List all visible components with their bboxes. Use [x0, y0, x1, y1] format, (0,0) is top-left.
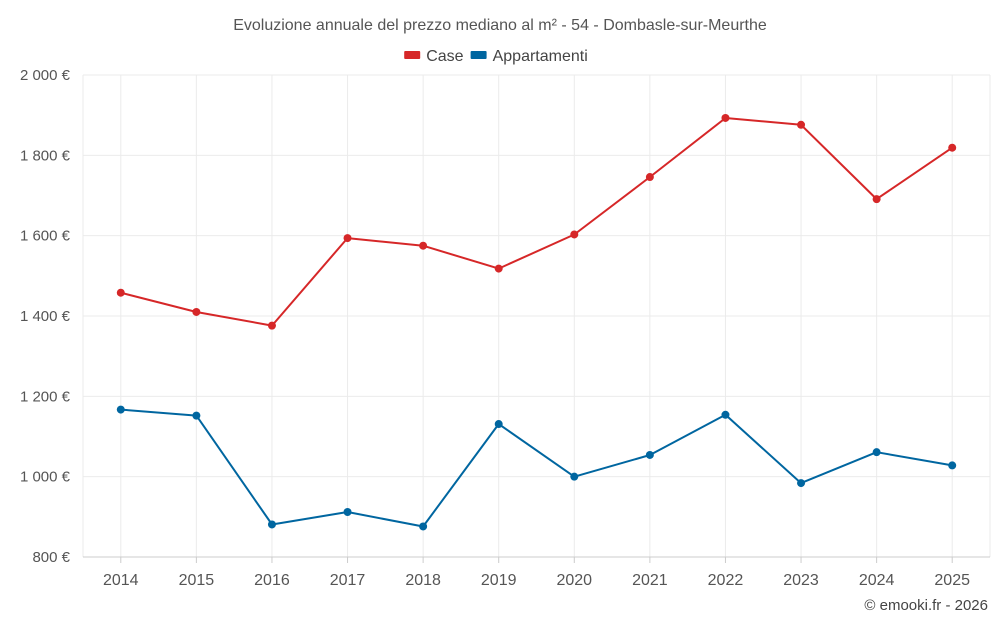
x-tick-label: 2014: [103, 572, 139, 589]
y-tick-label: 1 000 €: [20, 469, 71, 486]
y-tick-label: 2 000 €: [20, 67, 71, 84]
x-tick-label: 2023: [783, 572, 819, 589]
data-point[interactable]: [797, 479, 806, 488]
x-tick-label: 2018: [405, 572, 441, 589]
data-point[interactable]: [494, 264, 503, 273]
data-point[interactable]: [721, 410, 730, 419]
data-point[interactable]: [721, 113, 730, 122]
x-tick-label: 2020: [556, 572, 592, 589]
legend-item-appartamenti[interactable]: Appartamenti: [470, 48, 588, 65]
x-tick-label: 2017: [330, 572, 366, 589]
data-point[interactable]: [116, 405, 125, 414]
y-tick-label: 1 200 €: [20, 388, 71, 405]
x-tick-label: 2015: [179, 572, 215, 589]
chart-title: Evoluzione annuale del prezzo mediano al…: [233, 17, 767, 34]
series-line: [120, 117, 953, 327]
data-point[interactable]: [948, 461, 957, 470]
y-tick-label: 1 600 €: [20, 228, 71, 245]
credit-text: © emooki.fr - 2026: [864, 597, 988, 614]
legend-item-case[interactable]: Case: [404, 48, 464, 65]
series-line: [120, 408, 953, 528]
data-point[interactable]: [116, 288, 125, 297]
data-point[interactable]: [343, 508, 352, 517]
y-tick-label: 1 400 €: [20, 308, 71, 325]
data-point[interactable]: [494, 420, 503, 429]
x-tick-label: 2022: [708, 572, 744, 589]
x-tick-label: 2024: [859, 572, 895, 589]
legend-swatch: [404, 51, 421, 59]
data-point[interactable]: [872, 195, 881, 204]
data-point[interactable]: [872, 448, 881, 457]
data-point[interactable]: [419, 241, 428, 250]
legend-label: Case: [426, 48, 463, 65]
x-tick-label: 2021: [632, 572, 668, 589]
data-point[interactable]: [267, 321, 276, 330]
x-tick-label: 2025: [934, 572, 970, 589]
legend-swatch: [470, 51, 487, 59]
x-tick-label: 2019: [481, 572, 517, 589]
x-axis: 2014 2015 2016 2017 2018 2019 2020 2021 2022 2023…: [83, 556, 990, 589]
data-point[interactable]: [192, 411, 201, 420]
data-point[interactable]: [570, 230, 579, 239]
data-point[interactable]: [419, 522, 428, 531]
series-appartamenti: [116, 405, 957, 531]
data-point[interactable]: [192, 307, 201, 316]
y-tick-label: 800 €: [32, 549, 70, 566]
data-point[interactable]: [570, 472, 579, 481]
data-point[interactable]: [645, 173, 654, 182]
y-tick-label: 1 800 €: [20, 147, 71, 164]
legend[interactable]: Case Appartamenti: [404, 48, 588, 65]
legend-label: Appartamenti: [493, 48, 588, 65]
series-case: [116, 113, 957, 330]
series-layer: [116, 113, 957, 531]
x-tick-label: 2016: [254, 572, 290, 589]
data-point[interactable]: [645, 450, 654, 459]
y-axis: 800 € 1 000 € 1 200 € 1 400 € 1 600 € 1 800 €…: [20, 67, 71, 566]
data-point[interactable]: [343, 234, 352, 243]
data-point[interactable]: [797, 120, 806, 129]
data-point[interactable]: [948, 143, 957, 152]
data-point[interactable]: [267, 520, 276, 529]
